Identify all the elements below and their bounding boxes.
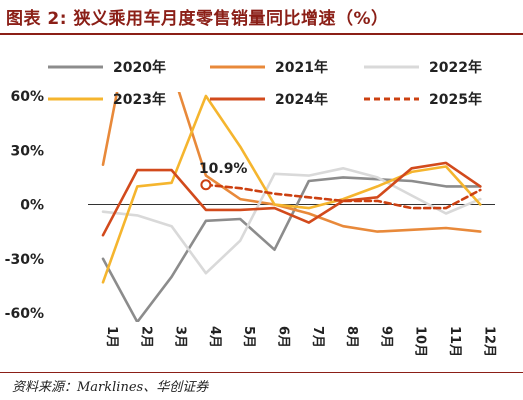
legend-item-2022: 2022年	[364, 57, 482, 77]
legend-item-2024: 2024年	[210, 89, 328, 109]
legend-item-2025: 2025年	[364, 89, 482, 109]
x-tick-label: 6月	[276, 326, 291, 348]
x-tick-label: 9月	[378, 326, 393, 348]
chart-title: 图表 2: 狭义乘用车月度零售销量同比增速（%）	[6, 9, 389, 29]
y-tick-label: 60%	[10, 89, 44, 105]
line-chart: 60% 30% 0% -30% -60% 1月 2月 3月 4月 5月 6月 7月 8月 9月 10月 11…	[5, 89, 497, 357]
legend-swatch	[364, 65, 419, 69]
x-tick-label: 1月	[104, 326, 119, 348]
series-line-2020	[101, 176, 482, 322]
series-lines	[101, 92, 482, 322]
legend-item-2020: 2020年	[48, 57, 166, 77]
annotation-label: 10.9%	[199, 161, 248, 177]
legend-swatch	[48, 65, 103, 69]
legend-swatch	[48, 97, 103, 101]
legend-label: 2020年	[113, 60, 166, 76]
series-line-2025	[204, 183, 482, 210]
legend-label: 2024年	[275, 92, 328, 108]
legend-item-2023: 2023年	[48, 89, 166, 109]
x-tick-label: 12月	[481, 326, 496, 357]
source-divider	[0, 372, 523, 373]
legend-swatch	[210, 97, 265, 101]
legend-swatch	[210, 65, 265, 69]
annotation-marker	[200, 179, 212, 191]
legend-item-2021: 2021年	[210, 57, 328, 77]
x-tick-label: 5月	[241, 326, 256, 348]
legend-label: 2021年	[275, 60, 328, 76]
y-tick-label: -60%	[5, 306, 44, 322]
series-line-2022	[101, 167, 482, 275]
x-tick-label: 2月	[138, 326, 153, 348]
y-tick-label: -30%	[5, 252, 44, 268]
x-tick-label: 10月	[413, 326, 428, 357]
series-line-2021	[101, 92, 482, 233]
y-tick-label: 0%	[20, 198, 44, 214]
annotations: 10.9%	[199, 161, 248, 191]
x-tick-label: 3月	[173, 326, 188, 348]
y-axis: 60% 30% 0% -30% -60%	[5, 89, 44, 322]
x-tick-label: 11月	[447, 326, 462, 357]
series-line-2024	[101, 161, 482, 237]
legend-label: 2023年	[113, 92, 166, 108]
title-underline	[0, 33, 523, 35]
x-tick-label: 7月	[310, 326, 325, 348]
x-tick-label: 8月	[344, 326, 359, 348]
y-tick-label: 30%	[10, 143, 44, 159]
series-line-2023	[101, 94, 482, 284]
x-axis: 1月 2月 3月 4月 5月 6月 7月 8月 9月 10月 11月 12月	[104, 326, 496, 357]
legend-label: 2025年	[429, 92, 482, 108]
x-tick-label: 4月	[207, 326, 222, 348]
source-note: 资料来源：Marklines、华创证券	[12, 380, 209, 395]
legend-swatch	[364, 97, 419, 101]
legend-label: 2022年	[429, 60, 482, 76]
